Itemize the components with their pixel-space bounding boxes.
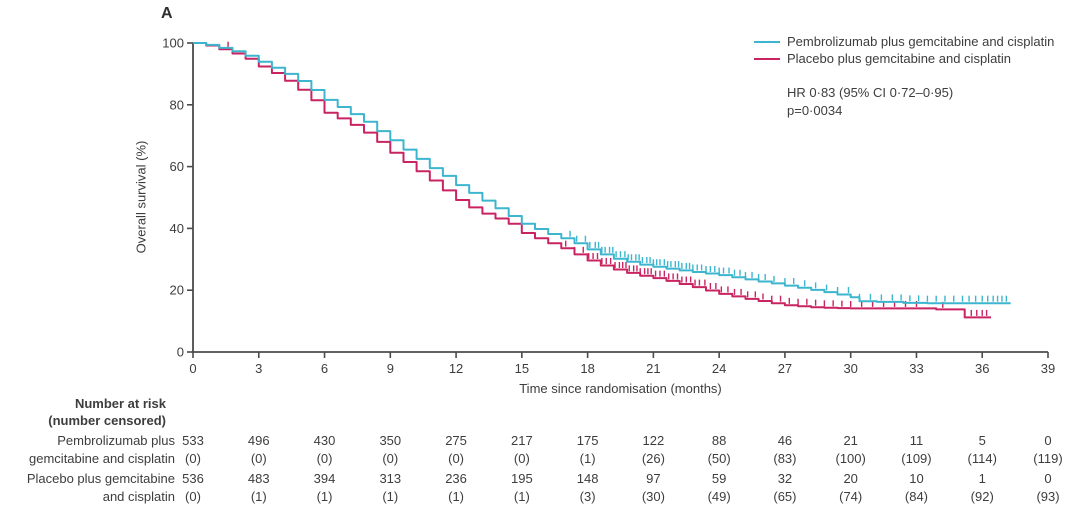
risk-censored-value: (0): [185, 451, 201, 466]
risk-censored-value: (1): [513, 489, 530, 504]
legend-line-swatch-pembrolizumab: [754, 40, 780, 43]
risk-at-risk-value: 236: [445, 471, 467, 486]
risk-at-risk-value: 313: [379, 471, 402, 486]
risk-censored-value: (109): [901, 451, 932, 466]
x-tick-label: 0: [189, 361, 196, 376]
km-curve-placebo: [193, 42, 991, 319]
risk-censored-value: (26): [641, 451, 665, 466]
x-tick-label: 9: [387, 361, 394, 376]
risk-at-risk-value: 275: [445, 433, 467, 448]
risk-censored-value: (1): [250, 489, 267, 504]
x-tick-label: 21: [646, 361, 660, 376]
risk-censored-value: (0): [513, 451, 530, 466]
legend-label-pembrolizumab: Pembrolizumab plus gemcitabine and cispl…: [787, 34, 1055, 49]
x-tick-label: 15: [515, 361, 529, 376]
risk-censored-value: (0): [448, 451, 464, 466]
x-tick-label: 30: [843, 361, 857, 376]
risk-censored-value: (0): [316, 451, 333, 466]
risk-censored-value: (92): [970, 489, 994, 504]
x-tick-label: 18: [580, 361, 594, 376]
x-tick-label: 3: [255, 361, 262, 376]
legend-item-placebo: Placebo plus gemcitabine and cisplatin: [754, 50, 1054, 67]
risk-at-risk-value: 97: [646, 471, 661, 486]
risk-censored-value: (114): [967, 451, 997, 466]
risk-at-risk-value: 10: [909, 471, 924, 486]
x-tick-label: 24: [712, 361, 726, 376]
x-tick-label: 6: [321, 361, 328, 376]
risk-at-risk-value: 11: [909, 433, 924, 448]
risk-at-risk-value: 46: [777, 433, 793, 448]
risk-table-subheader: (number censored): [48, 413, 166, 428]
y-tick-label: 100: [162, 36, 184, 51]
x-tick-label: 27: [778, 361, 792, 376]
risk-censored-value: (74): [839, 489, 863, 504]
y-tick-label: 60: [170, 159, 184, 174]
y-tick-label: 20: [170, 283, 184, 298]
risk-at-risk-value: 195: [510, 471, 533, 486]
risk-censored-value: (3): [579, 489, 596, 504]
y-axis-title: Overall survival (%): [133, 140, 149, 254]
risk-at-risk-value: 122: [642, 433, 665, 448]
risk-at-risk-value: 59: [711, 471, 727, 486]
risk-censored-value: (119): [1033, 451, 1063, 466]
risk-censored-value: (100): [835, 451, 866, 466]
stats-annotation: HR 0·83 (95% CI 0·72–0·95) p=0·0034: [787, 84, 953, 120]
risk-at-risk-value: 5: [978, 433, 986, 448]
y-tick-label: 80: [170, 97, 184, 112]
p-value-text: p=0·0034: [787, 103, 843, 118]
risk-censored-value: (50): [707, 451, 731, 466]
x-tick-label: 33: [909, 361, 923, 376]
risk-at-risk-value: 0: [1044, 433, 1052, 448]
risk-censored-value: (1): [382, 489, 399, 504]
risk-censored-value: (1): [316, 489, 333, 504]
x-tick-label: 39: [1041, 361, 1055, 376]
risk-at-risk-value: 0: [1044, 471, 1052, 486]
risk-censored-value: (49): [707, 489, 731, 504]
risk-censored-value: (0): [250, 451, 267, 466]
risk-at-risk-value: 483: [247, 471, 270, 486]
x-axis-title: Time since randomisation (months): [519, 381, 722, 396]
risk-censored-value: (0): [382, 451, 399, 466]
risk-censored-value: (93): [1036, 489, 1060, 504]
risk-censored-value: (84): [904, 489, 929, 504]
risk-at-risk-value: 533: [182, 433, 204, 448]
x-tick-label: 36: [975, 361, 989, 376]
risk-at-risk-value: 430: [313, 433, 336, 448]
risk-at-risk-value: 536: [182, 471, 204, 486]
hazard-ratio-text: HR 0·83 (95% CI 0·72–0·95): [787, 85, 954, 100]
risk-at-risk-value: 32: [777, 471, 793, 486]
risk-at-risk-value: 21: [843, 433, 858, 448]
risk-censored-value: (1): [448, 489, 464, 504]
risk-censored-value: (1): [579, 451, 596, 466]
risk-row-label-pembrolizumab-line2: gemcitabine and cisplatin: [29, 451, 175, 466]
risk-at-risk-value: 217: [510, 433, 533, 448]
risk-at-risk-value: 88: [711, 433, 727, 448]
km-curve-pembrolizumab: [193, 42, 1011, 305]
risk-censored-value: (30): [641, 489, 665, 504]
risk-censored-value: (65): [773, 489, 797, 504]
legend-label-placebo: Placebo plus gemcitabine and cisplatin: [787, 51, 1012, 66]
legend-line-swatch-placebo: [754, 57, 780, 60]
risk-at-risk-value: 1: [978, 471, 986, 486]
y-tick-label: 0: [177, 345, 184, 360]
risk-at-risk-value: 175: [576, 433, 599, 448]
risk-row-label-placebo-line1: Placebo plus gemcitabine: [26, 471, 175, 486]
legend: Pembrolizumab plus gemcitabine and cispl…: [754, 33, 1054, 67]
y-tick-label: 40: [170, 221, 184, 236]
risk-at-risk-value: 394: [313, 471, 336, 486]
x-tick-label: 12: [449, 361, 463, 376]
risk-row-label-pembrolizumab-line1: Pembrolizumab plus: [57, 433, 175, 448]
risk-at-risk-value: 148: [576, 471, 599, 486]
risk-at-risk-value: 496: [247, 433, 270, 448]
risk-censored-value: (0): [185, 489, 201, 504]
risk-at-risk-value: 350: [379, 433, 402, 448]
risk-table-header: Number at risk: [74, 396, 166, 411]
legend-item-pembrolizumab: Pembrolizumab plus gemcitabine and cispl…: [754, 33, 1054, 50]
risk-censored-value: (83): [773, 451, 797, 466]
panel-label: A: [161, 5, 173, 22]
risk-row-label-placebo-line2: and cisplatin: [102, 489, 175, 504]
risk-at-risk-value: 20: [843, 471, 858, 486]
